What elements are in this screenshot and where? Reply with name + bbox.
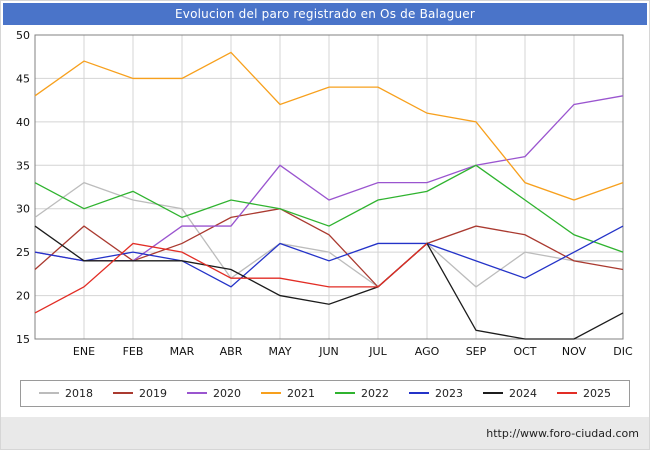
legend-swatch	[483, 392, 503, 394]
series-line-2025	[34, 242, 428, 314]
x-tick-label: JUL	[368, 345, 387, 358]
line-chart-svg: 15 20 25 30 35 40 45 50 ENE FEB MAR ABR MAY JUN JUL AGO…	[16, 29, 633, 358]
footer-bar: http://www.foro-ciudad.com	[1, 417, 649, 449]
x-tick-label: NOV	[562, 345, 587, 358]
legend-swatch	[261, 392, 281, 394]
legend-item-2019: 2019	[113, 387, 167, 400]
series-line-2018	[34, 181, 623, 288]
legend-swatch	[557, 392, 577, 394]
x-tick-label: ENE	[73, 345, 95, 358]
foro-ciudad-link[interactable]: http://www.foro-ciudad.com	[486, 426, 639, 440]
x-tick-label: ABR	[220, 345, 243, 358]
x-tick-label: JUN	[318, 345, 339, 358]
x-tick-label: DIC	[613, 345, 633, 358]
series-line-2022	[34, 164, 624, 253]
legend-item-2025: 2025	[557, 387, 611, 400]
legend-label: 2024	[509, 386, 537, 400]
legend-item-2022: 2022	[335, 387, 389, 400]
legend-item-2023: 2023	[409, 387, 463, 400]
y-tick-label: 50	[16, 29, 30, 42]
y-tick-label: 30	[16, 203, 30, 216]
legend-swatch	[113, 392, 133, 394]
chart-title: Evolucion del paro registrado en Os de B…	[175, 7, 475, 21]
legend-item-2024: 2024	[483, 387, 537, 400]
x-tick-label: AGO	[415, 345, 440, 358]
series-line-2024	[34, 225, 624, 340]
y-tick-label: 45	[16, 72, 30, 85]
legend-item-2020: 2020	[187, 387, 241, 400]
legend-label: 2020	[213, 386, 241, 400]
x-tick-label: MAR	[170, 345, 195, 358]
series-line-2021	[34, 51, 624, 201]
x-tick-label: SEP	[466, 345, 487, 358]
legend-label: 2025	[583, 386, 611, 400]
x-tick-label: OCT	[513, 345, 536, 358]
y-tick-label: 35	[16, 159, 30, 172]
x-tick-label: MAY	[269, 345, 292, 358]
legend-label: 2018	[65, 386, 93, 400]
series-line-2023	[34, 225, 624, 288]
legend-swatch	[39, 392, 59, 394]
y-tick-label: 15	[16, 333, 30, 346]
chart-title-bar: Evolucion del paro registrado en Os de B…	[3, 3, 647, 25]
y-tick-label: 25	[16, 246, 30, 259]
legend-item-2021: 2021	[261, 387, 315, 400]
plot-border	[34, 34, 624, 340]
legend-label: 2021	[287, 386, 315, 400]
legend-label: 2023	[435, 386, 463, 400]
y-tick-label: 20	[16, 290, 30, 303]
legend-swatch	[409, 392, 429, 394]
plot-area-wrap: 15 20 25 30 35 40 45 50 ENE FEB MAR ABR MAY JUN JUL AGO…	[1, 25, 649, 373]
x-tick-label: FEB	[123, 345, 144, 358]
legend-item-2018: 2018	[39, 387, 93, 400]
legend-label: 2019	[139, 386, 167, 400]
legend-swatch	[335, 392, 355, 394]
legend-row: 2018 2019 2020 2021 2022 2023 2024 2025	[1, 373, 649, 413]
legend-box: 2018 2019 2020 2021 2022 2023 2024 2025	[20, 379, 630, 407]
legend-swatch	[187, 392, 207, 394]
legend-label: 2022	[361, 386, 389, 400]
y-tick-label: 40	[16, 116, 30, 129]
